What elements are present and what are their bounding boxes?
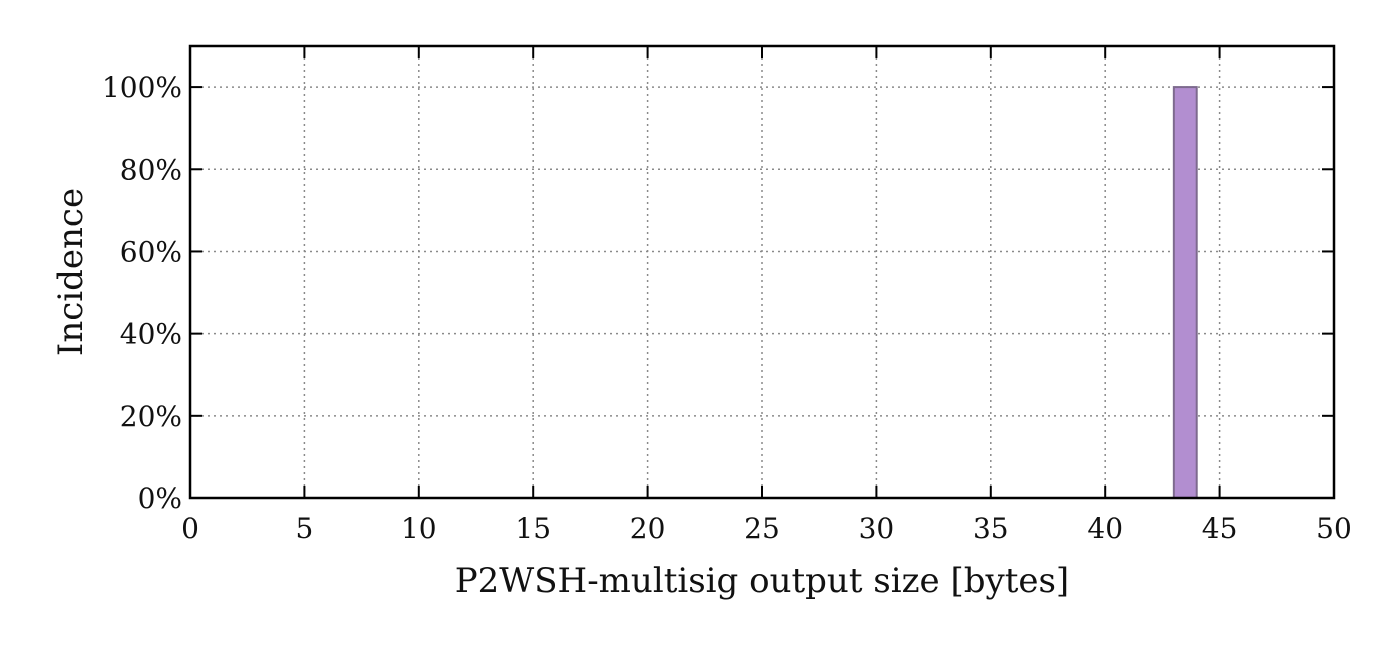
x-tick-label: 40 xyxy=(1087,512,1123,545)
y-tick-label: 100% xyxy=(102,71,182,104)
y-tick-label: 80% xyxy=(120,153,182,186)
y-tick-label: 60% xyxy=(120,235,182,268)
x-tick-label: 35 xyxy=(973,512,1009,545)
x-tick-label: 15 xyxy=(515,512,551,545)
y-tick-label: 20% xyxy=(120,400,182,433)
ticks-layer xyxy=(189,46,1335,499)
x-axis-title: P2WSH-multisig output size [bytes] xyxy=(455,561,1069,601)
y-tick-label: 0% xyxy=(138,482,182,515)
x-tick-label: 25 xyxy=(744,512,780,545)
y-axis-title: Incidence xyxy=(51,188,91,356)
x-tick-label: 20 xyxy=(630,512,666,545)
tick-labels-layer: 0 5 10 15 20 25 30 35 40 45 50 0% 20% 40% 60% 80% 100% xyxy=(102,71,1352,545)
bars-layer xyxy=(1172,86,1198,499)
x-tick-label: 0 xyxy=(181,512,199,545)
x-tick-label: 45 xyxy=(1202,512,1238,545)
x-tick-label: 50 xyxy=(1316,512,1352,545)
grid-layer xyxy=(190,46,1334,498)
y-tick-label: 40% xyxy=(120,318,182,351)
x-tick-label: 10 xyxy=(401,512,437,545)
x-tick-label: 5 xyxy=(295,512,313,545)
x-tick-label: 30 xyxy=(859,512,895,545)
bar xyxy=(1172,86,1198,499)
